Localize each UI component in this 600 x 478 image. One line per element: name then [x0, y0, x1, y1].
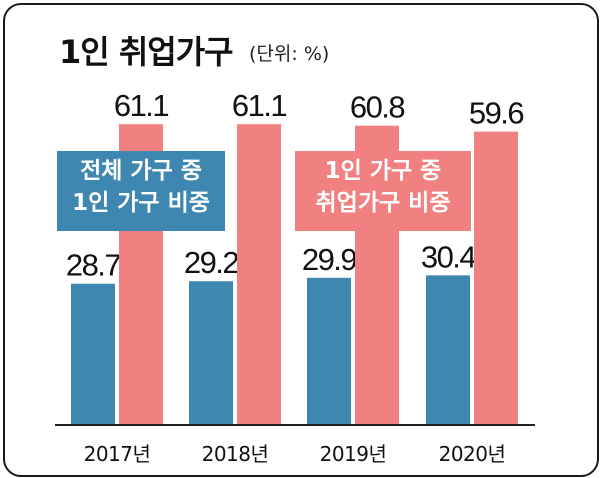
bar-s1-2017년: [71, 283, 115, 425]
legend-series-2-line-2: 취업가구 비중: [315, 190, 451, 216]
legend-series-1-line-2: 1인 가구 비중: [72, 190, 210, 216]
value-label-s1-2019년: 29.9: [302, 242, 357, 277]
chart-frame: 28.7 61.1 2017년 29.2 61.1 2018년 29.9 60.8 2019년 3…: [3, 3, 599, 477]
legend-series-2-line-1: 1인 가구 중: [324, 158, 442, 184]
x-tick-label-2018년: 2018년: [202, 442, 269, 466]
bar-chart: 28.7 61.1 2017년 29.2 61.1 2018년 29.9 60.8 2019년 3…: [55, 88, 535, 466]
bar-s2-2020년: [474, 131, 518, 425]
legend-series-2: 1인 가구 중 취업가구 비중: [295, 151, 471, 231]
x-tick-label-2019년: 2019년: [320, 442, 387, 466]
value-label-s1-2017년: 28.7: [66, 248, 121, 283]
bar-s1-2019년: [307, 277, 351, 425]
bar-s2-2018년: [237, 124, 281, 425]
value-label-s2-2020년: 59.6: [469, 96, 524, 131]
value-label-s1-2018년: 29.2: [184, 245, 239, 280]
value-label-s1-2020년: 30.4: [421, 239, 477, 274]
value-label-s2-2017년: 61.1: [114, 88, 169, 123]
unit-label: (단위: %): [249, 43, 330, 65]
value-label-s2-2019년: 60.8: [350, 90, 405, 125]
bar-s1-2018년: [189, 281, 233, 425]
legend-series-1-line-1: 전체 가구 중: [80, 158, 202, 184]
legend-series-1: 전체 가구 중 1인 가구 비중: [57, 151, 225, 231]
value-label-s2-2018년: 61.1: [232, 88, 287, 123]
x-tick-label-2017년: 2017년: [84, 442, 151, 466]
chart-title: 1인 취업가구: [59, 33, 234, 71]
x-tick-label-2020년: 2020년: [439, 442, 506, 466]
bar-s1-2020년: [426, 275, 470, 425]
